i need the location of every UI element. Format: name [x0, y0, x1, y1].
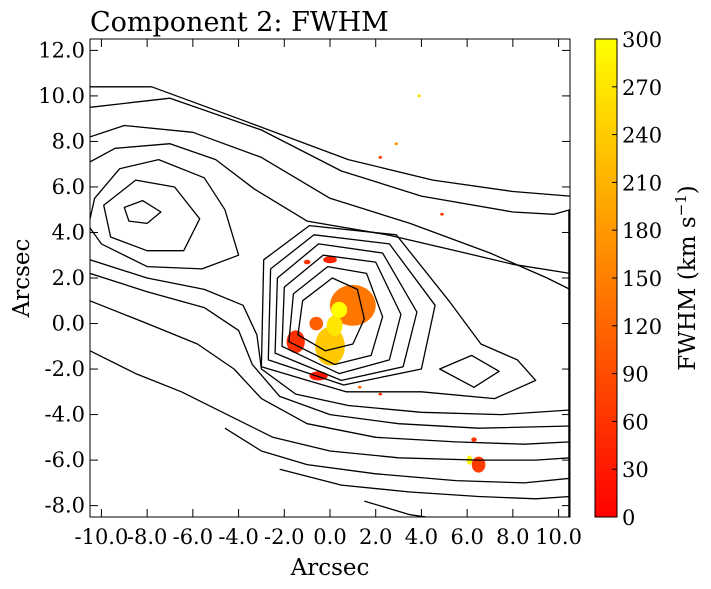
contour-line-5 — [274, 243, 418, 382]
emission-blob-14 — [378, 155, 383, 159]
x-axis-label: Arcsec — [290, 555, 370, 581]
colorbar-tick-label: 300 — [622, 28, 662, 52]
plot-background — [90, 39, 570, 517]
contour-line-16 — [90, 300, 570, 445]
contour-line-1 — [103, 179, 201, 252]
contour-line-18 — [224, 427, 570, 484]
emission-blob-3 — [331, 301, 348, 318]
contour-line-6 — [267, 234, 436, 386]
y-axis-label: Arcsec — [9, 239, 35, 319]
emission-blob-17 — [378, 392, 383, 396]
intensity-contours — [90, 86, 570, 517]
colorbar-tick-label: 210 — [622, 171, 662, 195]
colorbar-tick-label: 90 — [622, 363, 649, 387]
y-tick-label: 12.0 — [38, 38, 85, 62]
emission-blob-11 — [303, 259, 311, 265]
colorbar-tick-label: 270 — [622, 76, 662, 100]
x-tick-label: 2.0 — [359, 525, 392, 549]
y-tick-label: 4.0 — [52, 220, 85, 244]
contour-line-2 — [297, 277, 365, 352]
x-tick-label: 4.0 — [405, 525, 438, 549]
colorbar-label: FWHM (km s−1) — [672, 185, 701, 370]
y-tick-label: -2.0 — [45, 357, 86, 381]
emission-blob-16 — [357, 385, 362, 389]
emission-blob-15 — [440, 212, 444, 216]
contour-line-8 — [439, 354, 500, 388]
contour-line-19 — [279, 468, 570, 500]
x-tick-label: -6.0 — [173, 525, 214, 549]
colorbar-tick-label: 30 — [622, 458, 649, 482]
x-tick-label: -2.0 — [264, 525, 305, 549]
contour-line-0 — [123, 199, 162, 225]
emission-blob-12 — [417, 94, 421, 98]
x-tick-label: -10.0 — [74, 525, 128, 549]
emission-blob-10 — [323, 256, 337, 264]
y-tick-label: -4.0 — [45, 403, 86, 427]
x-tick-label: 10.0 — [535, 525, 582, 549]
y-tick-label: -6.0 — [45, 448, 86, 472]
contour-line-11 — [90, 124, 570, 290]
x-tick-label: 8.0 — [496, 525, 529, 549]
colorbar-tick-label: 120 — [622, 315, 662, 339]
emission-blob-7 — [471, 456, 486, 473]
colorbar-label-text: FWHM (km s — [675, 216, 701, 370]
emission-blob-9 — [471, 437, 477, 442]
contour-line-10 — [90, 86, 570, 197]
contour-line-12 — [90, 143, 570, 275]
contour-line-4 — [281, 254, 402, 375]
y-tick-label: 2.0 — [52, 266, 85, 290]
colorbar-tick-label: 180 — [622, 219, 662, 243]
contour-line-14 — [90, 259, 570, 416]
y-tick-label: 8.0 — [52, 129, 85, 153]
colorbar-tick-label: 0 — [622, 506, 635, 530]
y-tick-label: -8.0 — [45, 494, 86, 518]
contour-line-13 — [90, 158, 240, 270]
emission-blob-1 — [315, 326, 345, 366]
contour-line-17 — [90, 350, 570, 461]
x-tick-label: -4.0 — [218, 525, 259, 549]
colorbar-label-close: ) — [675, 185, 701, 194]
y-tick-label: 6.0 — [52, 175, 85, 199]
contour-line-15 — [90, 272, 570, 429]
colorbar-ticks: 0 30 60 90 120 150 180 210 240 270 300 — [612, 28, 662, 530]
colorbar-label-superscript: −1 — [672, 194, 690, 216]
contour-line-9 — [90, 97, 570, 215]
y-tick-label: 10.0 — [38, 84, 85, 108]
contour-line-3 — [288, 265, 384, 366]
colorbar-tick-label: 240 — [622, 124, 662, 148]
x-tick-label: -8.0 — [127, 525, 168, 549]
axis-ticks: -10.0-8.0 -6.0 -4.0 -2.0 0.0 2.0 4.0 6.0 8.0 10.0… — [38, 38, 582, 549]
colorbar-tick-label: 60 — [622, 410, 649, 434]
contour-line-7 — [260, 224, 537, 400]
x-tick-label: 0.0 — [313, 525, 346, 549]
chart-title: Component 2: FWHM — [90, 7, 389, 38]
emission-blob-13 — [394, 142, 399, 146]
x-tick-label: 6.0 — [450, 525, 483, 549]
contour-line-20 — [364, 500, 427, 517]
colorbar-tick-label: 150 — [622, 267, 662, 291]
y-tick-label: 0.0 — [52, 312, 85, 336]
emission-blob-5 — [309, 316, 324, 331]
emission-blob-2 — [326, 315, 343, 337]
